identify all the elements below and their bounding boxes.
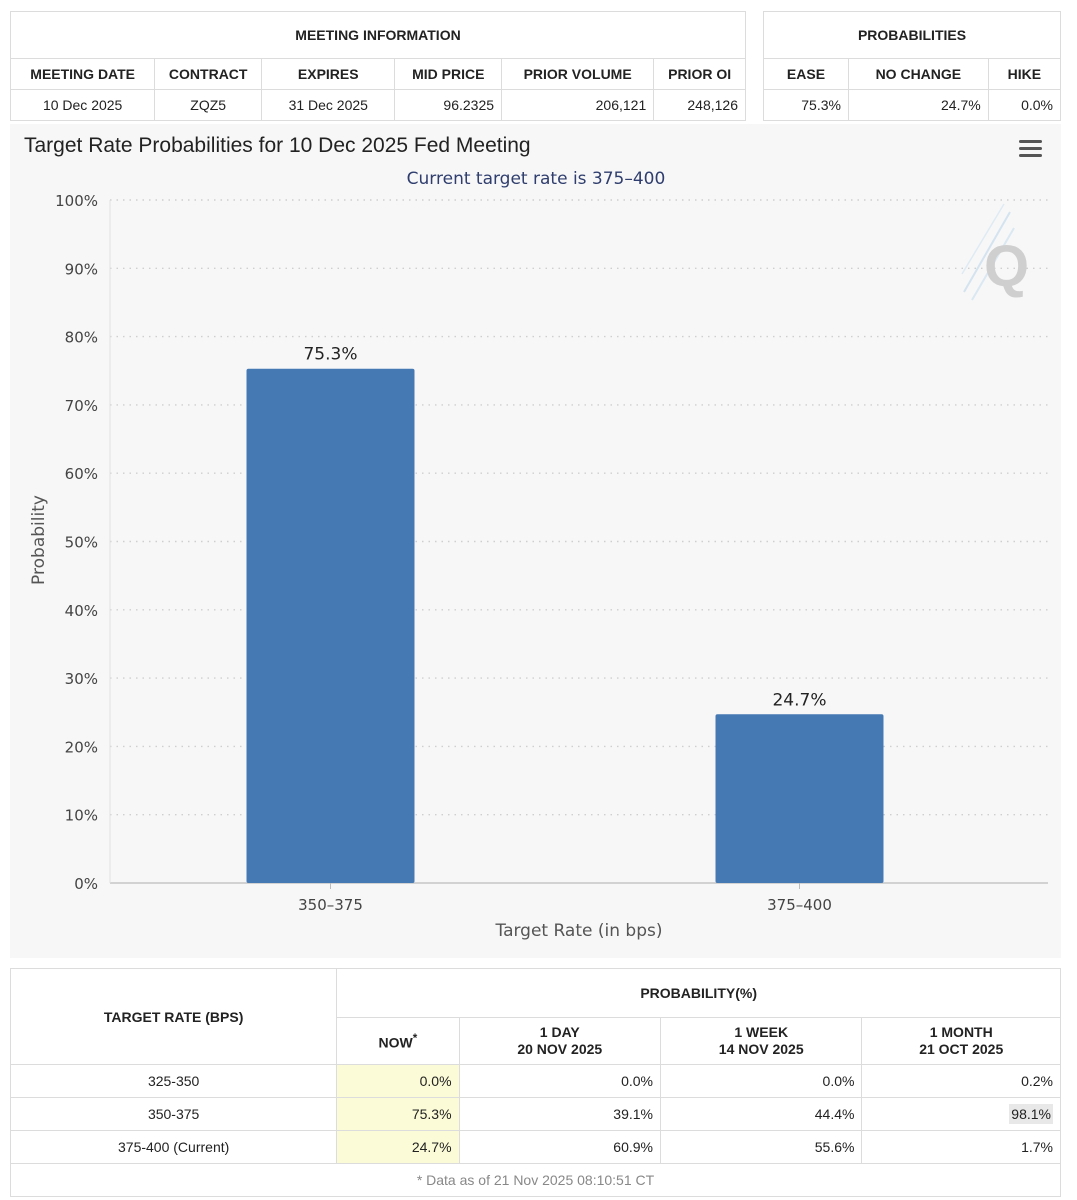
table-row: 350-375 75.3% 39.1% 44.4% 98.1% (9, 1097, 1061, 1131)
col-1-day: 1 DAY 20 NOV 2025 (458, 1017, 662, 1065)
x-tick-label: 350–375 (298, 896, 363, 914)
table-row: 375-400 (Current) 24.7% 60.9% 55.6% 1.7% (9, 1130, 1061, 1164)
col-now: NOW* (336, 1017, 460, 1065)
x-tick-label: 375–400 (767, 896, 832, 914)
col-1-week-date: 14 NOV 2025 (718, 1041, 804, 1057)
col-now-asterisk: * (412, 1031, 418, 1045)
col-no-change: NO CHANGE (847, 58, 989, 90)
col-hike: HIKE (987, 58, 1062, 90)
bar[interactable] (246, 368, 415, 883)
month-cell: 98.1% (861, 1097, 1061, 1131)
col-contract: CONTRACT (154, 58, 263, 90)
probability-chart: Target Rate Probabilities for 10 Dec 202… (24, 134, 1048, 941)
bars (246, 368, 884, 883)
y-tick-label: 40% (65, 602, 98, 620)
probabilities-table: PROBABILITIES EASE NO CHANGE HIKE 75.3% … (763, 11, 1062, 121)
y-tick-label: 50% (65, 534, 98, 552)
now-cell: 24.7% (336, 1130, 460, 1164)
col-1-month: 1 MONTH 21 OCT 2025 (861, 1017, 1061, 1065)
now-cell: 0.0% (336, 1064, 460, 1098)
table-row: 325-350 0.0% 0.0% 0.0% 0.2% (9, 1064, 1061, 1098)
y-tick-label: 100% (55, 192, 98, 210)
meeting-info-header-row: MEETING DATE CONTRACT EXPIRES MID PRICE … (9, 58, 746, 90)
y-tick-label: 90% (65, 260, 98, 278)
y-tick-label: 30% (65, 670, 98, 688)
day-cell: 0.0% (458, 1064, 662, 1098)
meeting-date-value: 10 Dec 2025 (9, 89, 156, 121)
col-1-day-date: 20 NOV 2025 (517, 1041, 603, 1057)
y-tick-label: 80% (65, 329, 98, 347)
data-labels: 75.3% 24.7% (303, 345, 826, 711)
chart-panel: Target Rate Probabilities for 10 Dec 202… (10, 124, 1061, 958)
prior-oi-value: 248,126 (653, 89, 746, 121)
col-1-day-label: 1 DAY (539, 1024, 580, 1040)
bar-data-label: 24.7% (772, 690, 826, 710)
rate-cell: 350-375 (9, 1097, 338, 1131)
col-now-label: NOW (378, 1034, 413, 1051)
history-column-headers: NOW* 1 DAY 20 NOV 2025 1 WEEK 14 NOV 202… (11, 1017, 1061, 1065)
ease-value: 75.3% (763, 89, 849, 121)
x-axis-title: Target Rate (in bps) (495, 921, 663, 941)
expires-value: 31 Dec 2025 (261, 89, 396, 121)
bar-data-label: 75.3% (303, 345, 357, 365)
probability-group-header: PROBABILITY(%) (336, 968, 1061, 1018)
month-cell-highlight: 98.1% (1009, 1104, 1053, 1124)
col-ease: EASE (763, 58, 849, 90)
contract-value: ZQZ5 (154, 89, 263, 121)
col-expires: EXPIRES (261, 58, 396, 90)
mid-price-value: 96.2325 (394, 89, 503, 121)
meeting-info-value-row: 10 Dec 2025 ZQZ5 31 Dec 2025 96.2325 206… (9, 89, 746, 121)
probabilities-value-row: 75.3% 24.7% 0.0% (763, 89, 1062, 121)
rate-cell: 375-400 (Current) (9, 1130, 338, 1164)
col-prior-volume: PRIOR VOLUME (501, 58, 655, 90)
week-cell: 55.6% (659, 1130, 863, 1164)
col-1-month-label: 1 MONTH (929, 1024, 993, 1040)
chart-subtitle: Current target rate is 375–400 (407, 169, 666, 189)
week-cell: 44.4% (659, 1097, 863, 1131)
col-1-week-label: 1 WEEK (734, 1024, 789, 1040)
data-note-row: * Data as of 21 Nov 2025 08:10:51 CT (10, 1163, 1061, 1197)
data-note: * Data as of 21 Nov 2025 08:10:51 CT (10, 1163, 1061, 1197)
y-tick-label: 10% (65, 807, 98, 825)
y-tick-label: 20% (65, 738, 98, 756)
hike-value: 0.0% (987, 89, 1062, 121)
no-change-value: 24.7% (847, 89, 989, 121)
week-cell: 0.0% (659, 1064, 863, 1098)
day-cell: 60.9% (458, 1130, 662, 1164)
prior-volume-value: 206,121 (501, 89, 655, 121)
target-rate-header: TARGET RATE (BPS) (9, 968, 338, 1065)
month-cell: 0.2% (861, 1064, 1061, 1098)
month-cell: 1.7% (861, 1130, 1061, 1164)
probability-history-table: TARGET RATE (BPS) PROBABILITY(%) NOW* 1 … (9, 968, 1061, 1197)
col-1-month-date: 21 OCT 2025 (919, 1041, 1004, 1057)
y-tick-label: 60% (65, 465, 98, 483)
meeting-info-table: MEETING INFORMATION MEETING DATE CONTRAC… (9, 11, 746, 121)
x-axis-ticks: 350–375 375–400 (298, 883, 832, 914)
watermark-logo: Q (961, 203, 1029, 301)
col-meeting-date: MEETING DATE (9, 58, 156, 90)
chart-menu-icon[interactable] (1014, 138, 1046, 162)
probabilities-header-row: EASE NO CHANGE HIKE (763, 58, 1062, 90)
meeting-info-title: MEETING INFORMATION (10, 11, 746, 59)
col-prior-oi: PRIOR OI (653, 58, 746, 90)
probabilities-title: PROBABILITIES (763, 11, 1061, 59)
y-axis-title: Probability (29, 495, 49, 585)
chart-title: Target Rate Probabilities for 10 Dec 202… (24, 134, 531, 157)
day-cell: 39.1% (458, 1097, 662, 1131)
now-cell: 75.3% (336, 1097, 460, 1131)
bar[interactable] (715, 714, 884, 883)
watermark-letter: Q (984, 234, 1029, 299)
col-mid-price: MID PRICE (394, 58, 503, 90)
y-axis-ticks: 0% 10% 20% 30% 40% 50% 60% 70% 80% 90% 100% (55, 192, 98, 893)
col-1-week: 1 WEEK 14 NOV 2025 (659, 1017, 863, 1065)
y-tick-label: 0% (74, 875, 98, 893)
y-tick-label: 70% (65, 397, 98, 415)
rate-cell: 325-350 (9, 1064, 338, 1098)
